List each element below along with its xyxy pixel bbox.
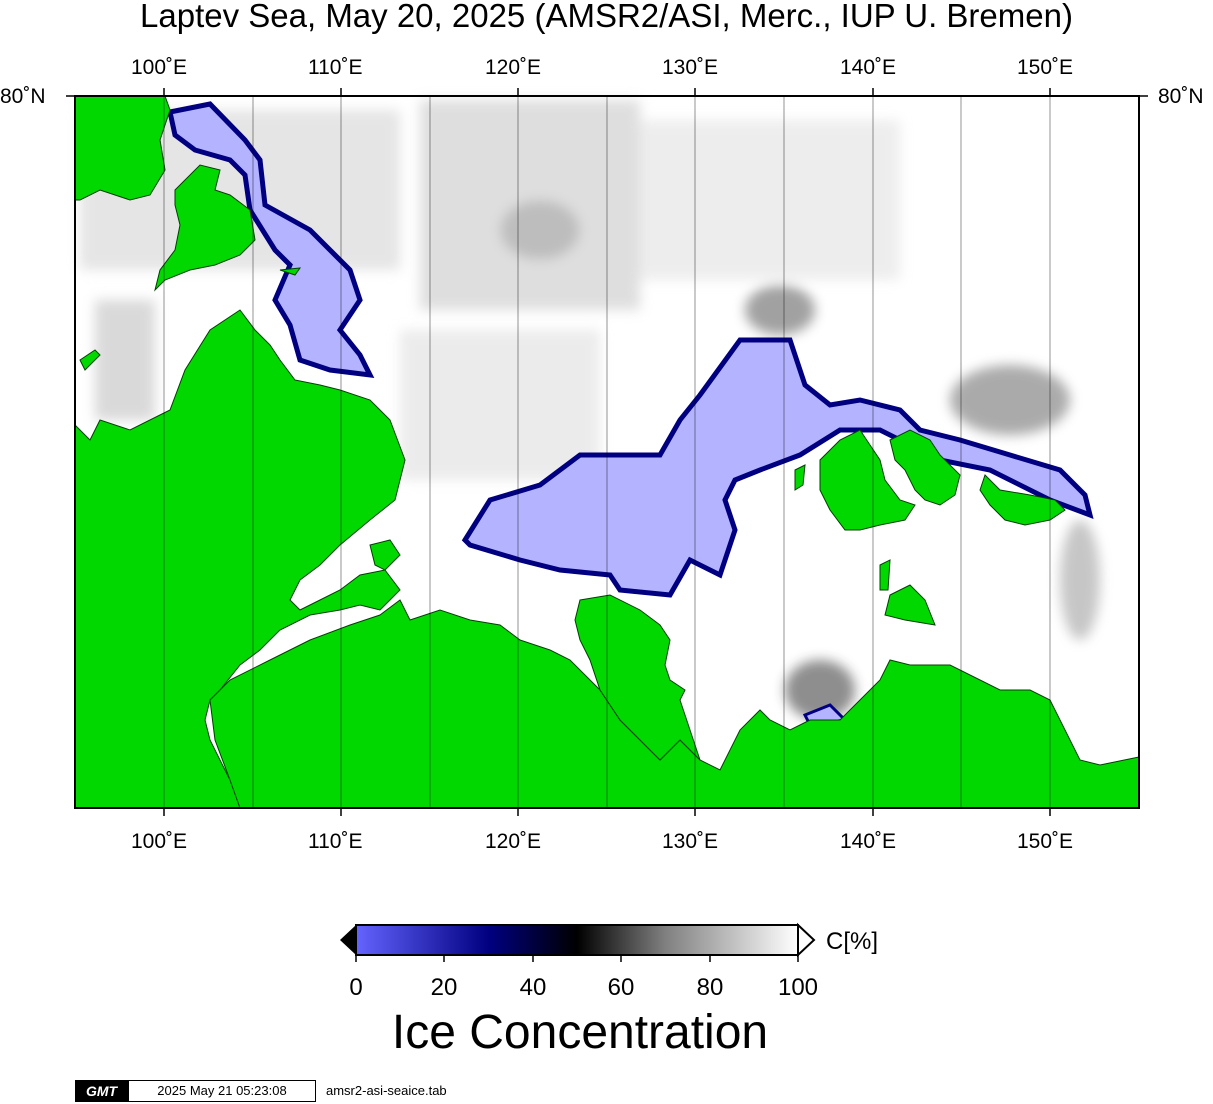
map-title: Laptev Sea, May 20, 2025 (AMSR2/ASI, Mer…	[140, 0, 1073, 34]
gmt-file-name: amsr2-asi-seaice.tab	[326, 1083, 447, 1098]
lon-tick-top-110: 110˚E	[308, 56, 363, 79]
colorbar-tick-40: 40	[519, 974, 547, 1001]
land-new-siberian-2	[889, 429, 961, 506]
land-small-1	[79, 349, 101, 371]
colorbar-tick-80: 80	[696, 974, 724, 1001]
lon-tick-top-100: 100˚E	[131, 56, 188, 79]
lon-tick-bottom-150: 150˚E	[1017, 830, 1074, 853]
land-new-siberian-1	[819, 429, 916, 531]
land-new-siberian-4	[794, 464, 806, 491]
land-small-5	[369, 539, 401, 571]
colorbar-low-triangle	[340, 925, 356, 955]
land-severnaya-zemlya-2	[154, 164, 256, 292]
lon-tick-bottom-100: 100˚E	[131, 830, 188, 853]
colorbar-gradient	[355, 924, 799, 956]
lon-tick-bottom-110: 110˚E	[308, 830, 363, 853]
colorbar-high-triangle	[797, 922, 816, 958]
lon-tick-top-130: 130˚E	[662, 56, 719, 79]
land-small-4	[884, 584, 936, 626]
land-taymyr	[74, 309, 406, 809]
sea-ice-texture	[80, 100, 1100, 720]
frame-ticks	[66, 88, 1148, 816]
land-severnaya-zemlya-1	[74, 95, 171, 201]
colorbar-tick-0: 0	[349, 974, 363, 1001]
colorbar-tick-60: 60	[607, 974, 635, 1001]
land-masses	[74, 95, 1140, 809]
colorbar-title: Ice Concentration	[391, 1006, 769, 1059]
land-small-3	[879, 559, 891, 591]
colorbar-tick-20: 20	[430, 974, 458, 1001]
gmt-timestamp: 2025 May 21 05:23:08	[128, 1080, 316, 1102]
meridian-gridlines	[163, 96, 1051, 808]
colorbar	[340, 922, 816, 962]
lon-tick-bottom-130: 130˚E	[662, 830, 719, 853]
map-frame	[74, 95, 1140, 809]
colorbar-tick-100: 100	[777, 974, 819, 1001]
colorbar-unit: C[%]	[826, 928, 879, 955]
lon-tick-top-120: 120˚E	[485, 56, 542, 79]
lon-tick-top-150: 150˚E	[1017, 56, 1074, 79]
lat-label-right: 80˚N	[1158, 85, 1204, 108]
lon-tick-bottom-120: 120˚E	[485, 830, 542, 853]
land-small-2	[279, 267, 302, 276]
lon-tick-bottom-140: 140˚E	[840, 830, 897, 853]
lat-label-left: 80˚N	[0, 85, 46, 108]
lon-tick-top-140: 140˚E	[840, 56, 897, 79]
gmt-logo: GMT	[75, 1080, 128, 1102]
